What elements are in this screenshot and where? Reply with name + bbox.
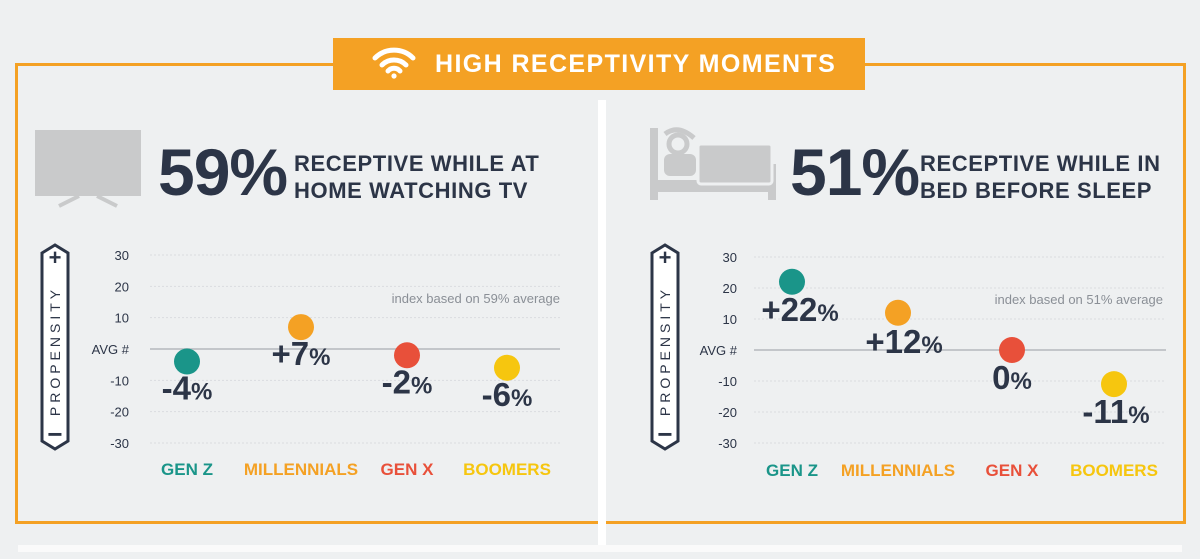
data-label: +22%	[761, 291, 838, 328]
propensity-axis-label: PROPENSITY	[47, 286, 63, 416]
wifi-icon	[371, 45, 417, 84]
banner-title: HIGH RECEPTIVITY MOMENTS	[435, 49, 837, 78]
y-tick-label: -20	[110, 405, 129, 420]
category-label: GEN X	[381, 460, 435, 479]
propensity-axis-label: PROPENSITY	[657, 286, 673, 416]
data-point	[885, 299, 911, 326]
index-note: index based on 51% average	[995, 292, 1163, 307]
data-label: -6%	[482, 376, 533, 413]
headline-line-1: RECEPTIVE WHILE IN	[920, 151, 1161, 176]
y-tick-label: 10	[723, 312, 737, 327]
y-tick-label: -30	[110, 436, 129, 451]
minus-icon: −	[657, 419, 672, 449]
bed-icon	[650, 124, 776, 205]
y-tick-label: 20	[115, 279, 129, 294]
data-point	[999, 337, 1025, 363]
data-point	[494, 354, 520, 381]
panel-divider	[598, 100, 606, 559]
category-label: BOOMERS	[463, 460, 551, 479]
headline-line-1: RECEPTIVE WHILE AT	[294, 151, 540, 176]
headline-line-2: HOME WATCHING TV	[294, 178, 529, 203]
data-label: -11%	[1082, 393, 1149, 430]
y-tick-label: 30	[115, 248, 129, 263]
minus-icon: −	[47, 419, 62, 449]
data-label: -4%	[162, 370, 213, 407]
y-tick-label: AVG #	[92, 342, 130, 357]
propensity-axis-tab	[40, 243, 70, 451]
y-tick-label: 20	[723, 281, 737, 296]
panel-tv: 59% RECEPTIVE WHILE AT HOME WATCHING TV	[18, 100, 603, 540]
data-label: +7%	[272, 335, 331, 372]
y-tick-label: -10	[110, 373, 129, 388]
data-label: 0%	[992, 359, 1032, 396]
y-tick-label: -10	[718, 374, 737, 389]
percent-value: 59%	[158, 135, 288, 209]
category-label: BOOMERS	[1070, 461, 1158, 480]
percent-value: 51%	[790, 135, 920, 209]
category-label: MILLENNIALS	[244, 460, 358, 479]
tv-icon	[35, 130, 141, 215]
headline: RECEPTIVE WHILE IN BED BEFORE SLEEP	[920, 150, 1161, 204]
y-tick-label: -20	[718, 405, 737, 420]
plus-icon: +	[49, 245, 62, 270]
y-tick-label: -30	[718, 436, 737, 451]
data-point	[394, 342, 420, 369]
panel-bed: 51% RECEPTIVE WHILE IN BED BEFORE SLEEP	[612, 100, 1197, 540]
data-point	[1101, 371, 1127, 398]
title-banner: HIGH RECEPTIVITY MOMENTS	[333, 38, 865, 90]
data-point	[174, 348, 200, 375]
category-label: GEN X	[986, 461, 1040, 480]
plus-icon: +	[659, 245, 672, 270]
bottom-strip	[0, 545, 1200, 559]
category-label: GEN Z	[766, 461, 818, 480]
data-label: +12%	[865, 323, 942, 360]
headline: RECEPTIVE WHILE AT HOME WATCHING TV	[294, 150, 539, 204]
data-point	[288, 314, 314, 341]
y-tick-label: 30	[723, 250, 737, 265]
data-point	[779, 268, 805, 295]
propensity-axis-tab	[650, 243, 680, 451]
y-tick-label: AVG #	[700, 343, 738, 358]
category-label: GEN Z	[161, 460, 213, 479]
y-tick-label: 10	[115, 311, 129, 326]
data-label: -2%	[382, 363, 433, 400]
index-note: index based on 59% average	[392, 291, 560, 306]
headline-line-2: BED BEFORE SLEEP	[920, 178, 1153, 203]
category-label: MILLENNIALS	[841, 461, 955, 480]
